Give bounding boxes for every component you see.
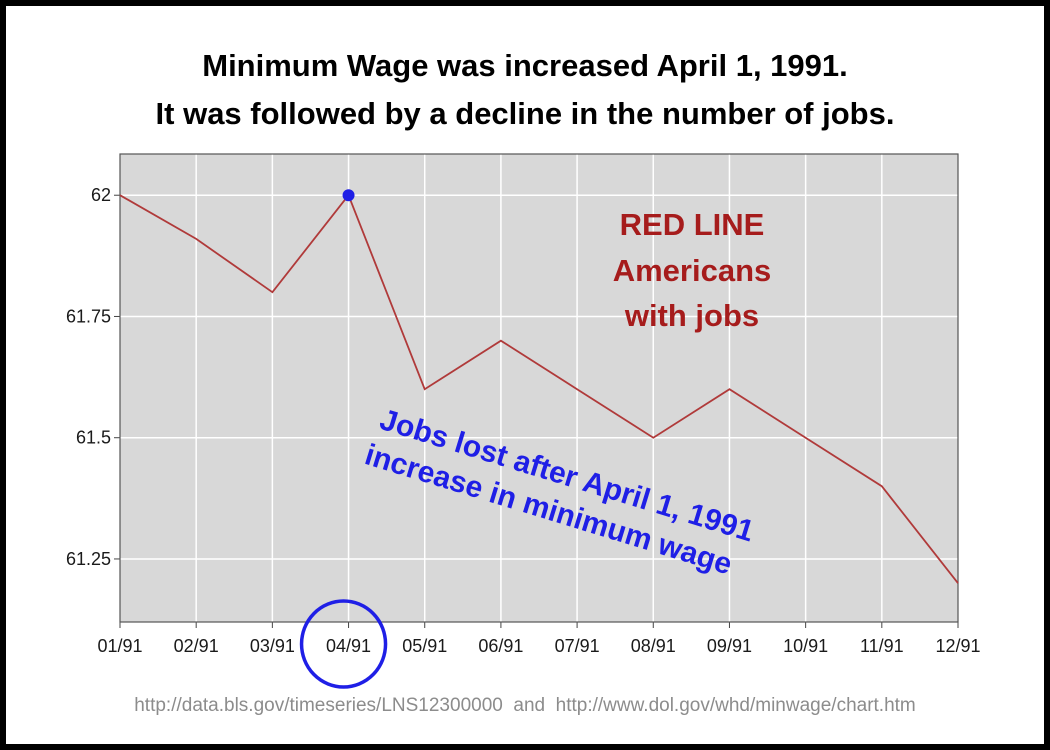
x-tick-label: 04/91 [326,636,371,656]
x-tick-label: 11/91 [860,636,904,656]
source-citation: http://data.bls.gov/timeseries/LNS123000… [134,695,916,716]
chart-subtitle: It was followed by a decline in the numb… [155,96,895,131]
x-axis-ticks: 01/91 02/91 03/91 04/91 05/91 06/91 07/91 08/91… [97,636,980,656]
x-tick-label: 05/91 [402,636,447,656]
x-tick-label: 01/91 [97,636,142,656]
x-tick-label: 02/91 [174,636,219,656]
circle-highlight [299,599,388,689]
series [119,189,959,584]
y-tick-label: 62 [91,185,111,205]
y-tick-label: 61.75 [66,306,111,326]
y-axis-ticks: 62 61.75 61.5 61.25 [66,185,111,569]
legend-line: Americans [613,253,772,288]
x-tick-label: 07/91 [555,636,600,656]
x-tick-label: 12/91 [935,636,980,656]
chart-title: Minimum Wage was increased April 1, 1991… [202,48,848,83]
legend: RED LINE Americans with jobs [613,207,772,333]
legend-line: RED LINE [620,207,765,242]
chart-frame: Minimum Wage was increased April 1, 1991… [6,6,1044,744]
plot-area [120,154,958,622]
series-line [119,193,959,584]
x-tick-label: 09/91 [707,636,752,656]
y-tick-label: 61.5 [76,428,111,448]
gridlines [120,154,958,622]
line-chart: 62 61.75 61.5 61.25 01/91 02/91 03/91 04/91 05/… [66,153,981,689]
plot-border [119,153,959,623]
axes [114,153,959,689]
y-tick-label: 61.25 [66,549,111,569]
x-tick-label: 08/91 [631,636,676,656]
highlight-point [342,189,355,202]
legend-line: with jobs [624,298,759,333]
x-tick-label: 06/91 [478,636,523,656]
x-tick-label: 03/91 [250,636,295,656]
x-tick-label: 10/91 [783,636,828,656]
